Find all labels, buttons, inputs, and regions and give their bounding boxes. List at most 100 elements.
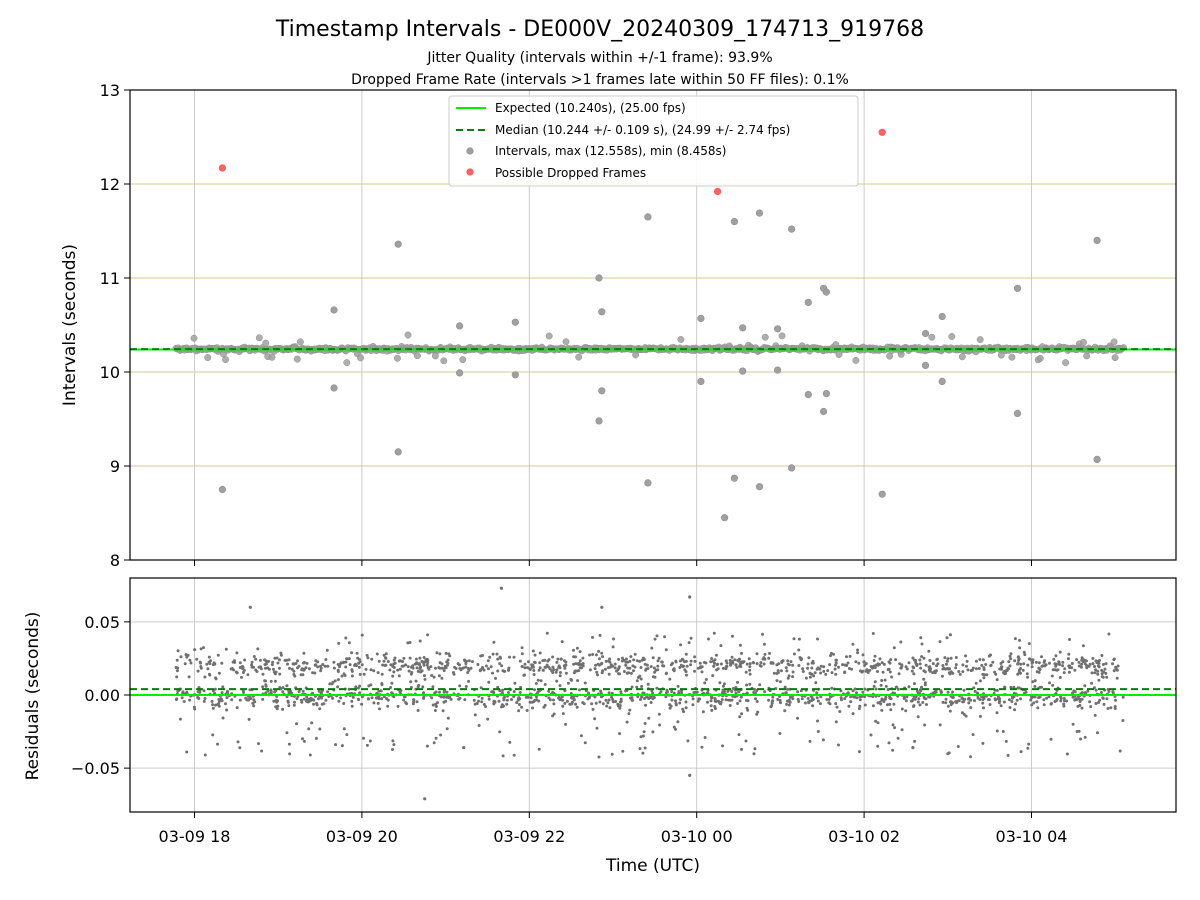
residual-point <box>402 698 406 702</box>
residual-point <box>949 703 953 706</box>
residual-point <box>1043 664 1047 668</box>
residual-point <box>647 716 651 720</box>
interval-point <box>262 339 270 347</box>
residuals-x-ticks: 03-09 18 03-09 20 03-09 22 03-10 00 03-10 02… <box>159 812 1067 846</box>
residual-point <box>713 658 717 662</box>
residual-point <box>305 695 309 699</box>
residual-point <box>917 697 921 701</box>
residual-point <box>269 688 273 692</box>
residual-point <box>951 671 955 675</box>
interval-outlier-point <box>1093 236 1101 244</box>
residual-point <box>849 700 853 704</box>
residual-point <box>332 660 336 664</box>
residual-point <box>1091 662 1095 666</box>
residual-point <box>360 663 364 667</box>
residual-point <box>442 695 446 699</box>
residual-point <box>431 703 435 707</box>
residual-point <box>661 664 665 668</box>
residual-point <box>558 666 562 670</box>
residual-point <box>736 702 740 705</box>
residual-point <box>755 712 759 716</box>
residual-point <box>238 666 242 669</box>
residual-point <box>1106 707 1110 710</box>
residual-point <box>1061 660 1065 664</box>
residual-point <box>217 671 221 675</box>
residual-point <box>261 672 265 676</box>
residual-point <box>1010 700 1014 703</box>
residual-point <box>435 651 439 655</box>
residual-point <box>840 698 843 702</box>
residual-point <box>630 685 634 689</box>
residual-point <box>971 733 975 737</box>
residual-point <box>334 743 338 747</box>
residuals-y-tick-label: 0.05 <box>84 613 120 632</box>
residual-point <box>812 674 816 678</box>
intervals-y-tick-label: 9 <box>110 457 120 476</box>
residual-point <box>771 661 775 665</box>
residual-point <box>1029 658 1033 662</box>
residual-point <box>706 700 709 704</box>
residual-point <box>928 666 932 670</box>
residual-point <box>565 699 569 703</box>
residual-point <box>1003 672 1007 676</box>
residual-point <box>837 665 840 669</box>
residual-point <box>198 690 202 694</box>
residual-point <box>555 660 559 664</box>
residual-point <box>302 651 306 655</box>
interval-point <box>852 356 860 364</box>
residual-point <box>728 704 732 707</box>
interval-point <box>459 356 467 364</box>
residual-point <box>693 659 697 663</box>
residual-point <box>815 691 819 695</box>
residual-point <box>887 741 891 745</box>
residual-point <box>629 671 633 675</box>
residuals-x-tick-label: 03-10 02 <box>828 827 900 846</box>
residual-point <box>658 723 662 727</box>
residual-point <box>175 675 179 679</box>
residual-point <box>274 670 278 674</box>
residual-point <box>1063 667 1067 671</box>
residual-point <box>801 670 805 673</box>
residual-point <box>492 702 496 706</box>
residual-point <box>834 720 838 724</box>
residual-point <box>287 704 291 708</box>
interval-outlier-point <box>739 324 747 332</box>
residual-point <box>830 686 834 690</box>
intervals-y-ticks: 8 9 10 11 12 13 <box>100 81 130 570</box>
residual-point <box>721 666 725 670</box>
residual-point <box>923 681 927 685</box>
residual-point <box>440 666 444 670</box>
residual-point <box>342 727 346 731</box>
residual-outlier-point <box>499 586 503 590</box>
residual-point <box>275 656 279 660</box>
residual-point <box>1075 658 1079 662</box>
residual-point <box>1088 662 1092 666</box>
residual-point <box>593 667 597 671</box>
residual-point <box>891 748 895 752</box>
residual-point <box>500 705 503 709</box>
residual-point <box>815 667 819 671</box>
residual-point <box>900 707 904 711</box>
residual-point <box>682 710 686 714</box>
residual-point <box>923 723 927 727</box>
residual-point <box>976 691 980 695</box>
residual-point <box>535 695 538 699</box>
residual-point <box>779 669 783 673</box>
residual-point <box>621 749 625 753</box>
residual-point <box>255 670 259 673</box>
interval-outlier-point <box>773 325 782 333</box>
residual-point <box>420 659 424 663</box>
residual-point <box>1077 660 1081 664</box>
residual-point <box>617 672 621 676</box>
residual-point <box>797 637 801 641</box>
residual-point <box>938 723 942 727</box>
residual-point <box>532 673 536 676</box>
residual-point <box>530 665 534 669</box>
residual-point <box>397 659 401 663</box>
residual-point <box>441 709 445 713</box>
residual-point <box>595 670 599 674</box>
residual-point <box>221 716 225 720</box>
residual-point <box>558 684 562 688</box>
residual-point <box>912 666 916 670</box>
residual-point <box>413 662 417 666</box>
